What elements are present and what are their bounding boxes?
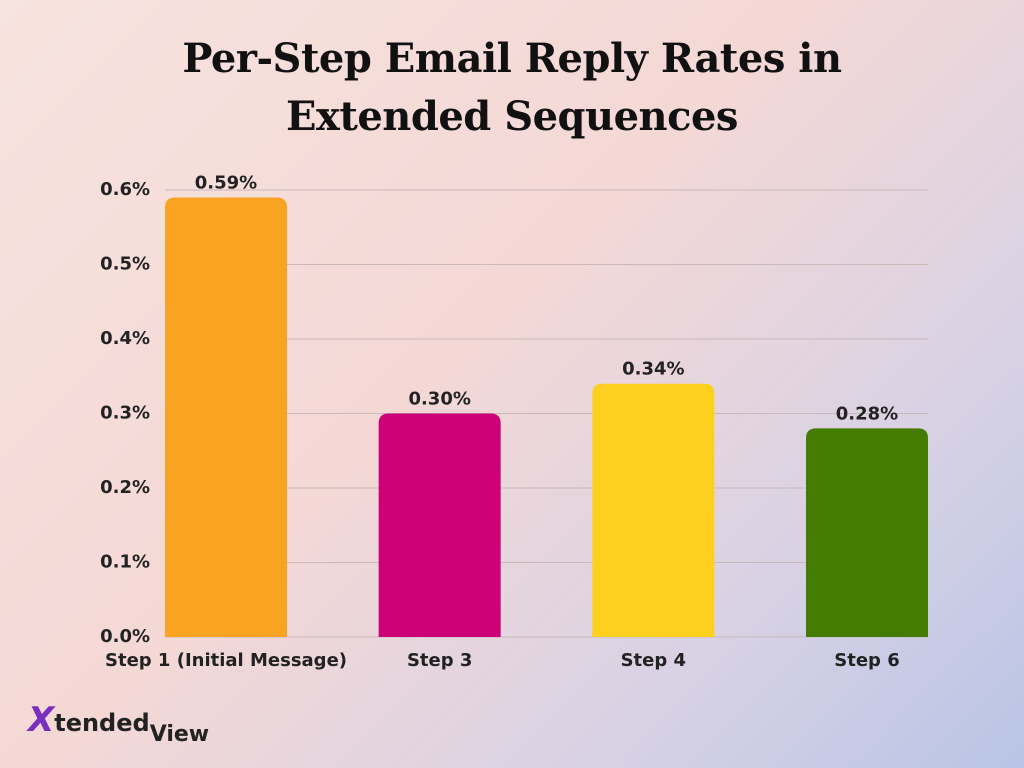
logo-suffix: View [149, 722, 210, 747]
data-label: 0.28% [836, 403, 898, 424]
bar [592, 383, 715, 637]
x-tick-label: Step 1 (Initial Message) [105, 650, 347, 671]
bar [165, 197, 287, 637]
logo-name: tended [54, 709, 150, 737]
data-label: 0.30% [408, 389, 470, 410]
y-tick-label: 0.6% [100, 179, 150, 200]
logo-mark: X [28, 700, 55, 740]
data-label: 0.34% [622, 359, 684, 380]
chart-title: Per-Step Email Reply Rates in Extended S… [182, 35, 842, 140]
x-tick-label: Step 4 [621, 650, 686, 671]
x-tick-label: Step 3 [407, 650, 472, 671]
logo: XtendedView [28, 700, 209, 747]
data-label: 0.59% [195, 172, 257, 193]
y-tick-label: 0.0% [100, 626, 150, 647]
x-tick-label: Step 6 [834, 650, 899, 671]
y-tick-label: 0.5% [100, 254, 150, 275]
y-tick-label: 0.2% [100, 477, 150, 498]
bar [378, 413, 501, 637]
y-tick-label: 0.1% [100, 552, 150, 573]
y-tick-label: 0.4% [100, 328, 150, 349]
bar [806, 428, 928, 637]
y-tick-label: 0.3% [100, 403, 150, 424]
